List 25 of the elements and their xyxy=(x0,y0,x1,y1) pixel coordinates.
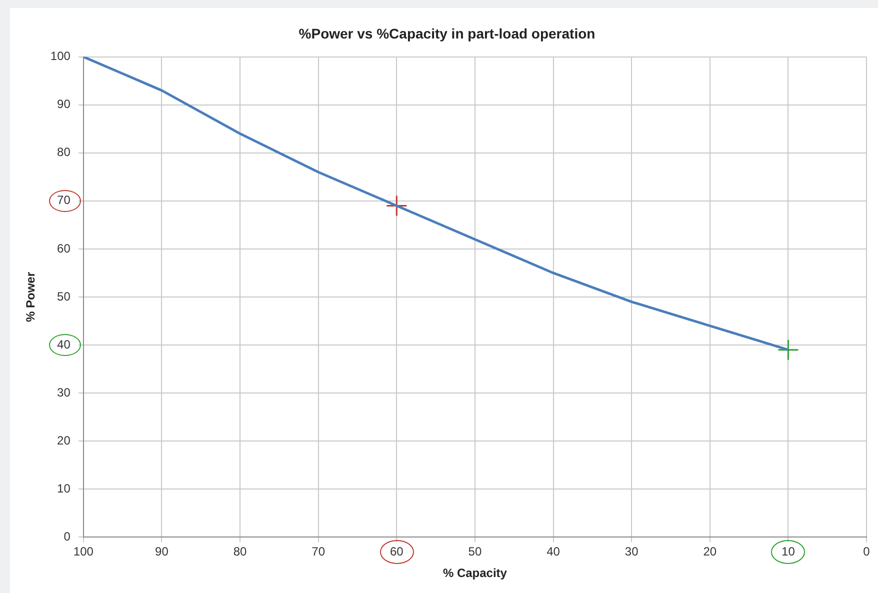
x-tick-label: 50 xyxy=(468,544,482,559)
x-tick-label: 40 xyxy=(546,544,560,559)
x-tick-label: 70 xyxy=(312,544,326,559)
y-tick-label: 50 xyxy=(57,289,71,304)
x-tick-label: 0 xyxy=(863,544,870,559)
y-tick-label: 80 xyxy=(57,145,71,160)
x-tick-label: 90 xyxy=(155,544,169,559)
y-tick-label: 60 xyxy=(57,241,71,256)
x-tick-label: 60 xyxy=(390,544,404,559)
x-tick-label: 20 xyxy=(703,544,717,559)
x-axis-title: % Capacity xyxy=(442,566,508,580)
chart-title: %Power vs %Capacity in part-load operation xyxy=(298,25,596,42)
x-tick-label: 30 xyxy=(624,544,639,559)
y-axis-title: % Power xyxy=(24,272,38,322)
y-tick-label: 30 xyxy=(57,385,71,400)
x-tick-label: 80 xyxy=(233,544,248,559)
x-tick-label: 100 xyxy=(73,544,94,559)
y-tick-label: 40 xyxy=(57,337,71,352)
y-tick-label: 70 xyxy=(57,193,71,208)
y-tick-label: 20 xyxy=(57,433,71,448)
y-tick-label: 10 xyxy=(57,481,71,496)
y-tick-label: 100 xyxy=(50,49,71,64)
y-tick-label: 0 xyxy=(64,530,71,544)
y-tick-label: 90 xyxy=(57,97,71,112)
x-tick-label: 10 xyxy=(782,544,796,559)
